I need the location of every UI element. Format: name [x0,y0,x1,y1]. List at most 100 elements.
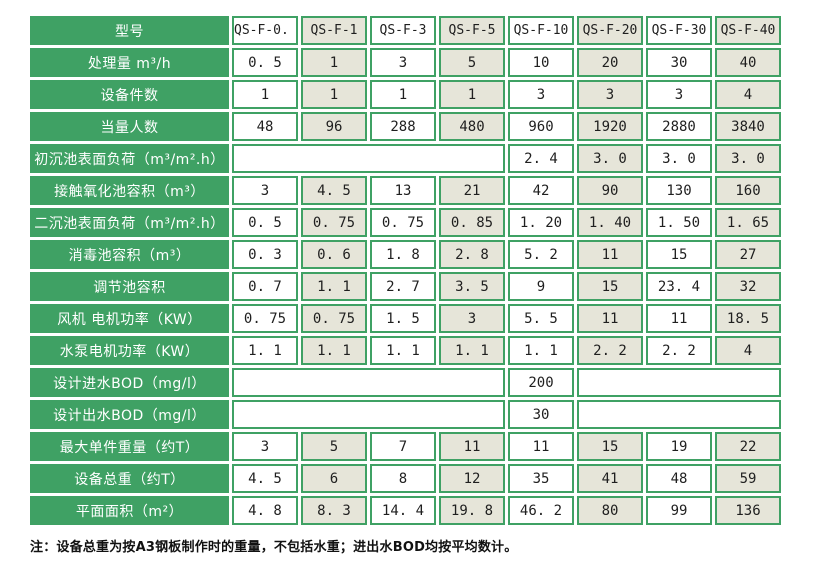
value-cell: 2. 2 [646,336,712,365]
value-cell: 99 [646,496,712,525]
value-cell: 15 [646,240,712,269]
model-header-cell: QS-F-3 [370,16,436,45]
value-cell: 80 [577,496,643,525]
footnote: 注：设备总重为按A3钢板制作时的重量，不包括水重；进出水BOD均按平均数计。 [30,540,518,555]
value-cell: 2880 [646,112,712,141]
table-row: 处理量 m³/h 0. 5 1 3 5 10 20 30 40 [30,48,781,77]
row-label-cell: 设备件数 [30,80,229,109]
value-cell: 3 [232,176,298,205]
value-cell: 30 [646,48,712,77]
table-row: 风机 电机功率（KW） 0. 75 0. 75 1. 5 3 5. 5 11 11 18. 5 [30,304,781,333]
row-label-cell: 设计出水BOD（mg/l） [30,400,229,429]
value-cell: 3 [370,48,436,77]
value-cell: 21 [439,176,505,205]
value-cell: 0. 75 [301,208,367,237]
value-cell: 3 [577,80,643,109]
value-cell: 480 [439,112,505,141]
table-row: 设计出水BOD（mg/l） 30 [30,400,781,429]
value-cell: 3. 5 [439,272,505,301]
table-row: 当量人数 48 96 288 480 960 1920 2880 3840 [30,112,781,141]
value-cell: 12 [439,464,505,493]
value-cell: 1. 8 [370,240,436,269]
value-cell: 3 [439,304,505,333]
value-cell: 1 [439,80,505,109]
model-header-cell: QS-F-10 [508,16,574,45]
value-cell: 288 [370,112,436,141]
table-row: 初沉池表面负荷（m³/m².h） 2. 4 3. 0 3. 0 3. 0 [30,144,781,173]
table-row: 设计进水BOD（mg/l） 200 [30,368,781,397]
table-row: 消毒池容积（m³） 0. 3 0. 6 1. 8 2. 8 5. 2 11 15 27 [30,240,781,269]
value-cell: 3. 0 [646,144,712,173]
empty-cell [232,368,505,397]
row-label-cell: 处理量 m³/h [30,48,229,77]
row-label-cell: 平面面积（m²） [30,496,229,525]
model-header-cell: QS-F-20 [577,16,643,45]
value-cell: 5. 5 [508,304,574,333]
value-cell: 1. 65 [715,208,781,237]
value-cell: 0. 75 [232,304,298,333]
value-cell: 1 [232,80,298,109]
value-cell: 13 [370,176,436,205]
value-cell: 0. 5 [232,208,298,237]
value-cell: 96 [301,112,367,141]
value-cell: 136 [715,496,781,525]
value-cell: 19. 8 [439,496,505,525]
table-row: 平面面积（m²） 4. 8 8. 3 14. 4 19. 8 46. 2 80 99 136 [30,496,781,525]
value-cell: 32 [715,272,781,301]
value-cell: 1. 1 [232,336,298,365]
row-label-cell: 最大单件重量（约T） [30,432,229,461]
value-cell: 19 [646,432,712,461]
value-cell: 1. 1 [370,336,436,365]
empty-cell [577,368,781,397]
value-cell: 3 [646,80,712,109]
value-cell: 1. 5 [370,304,436,333]
value-cell: 41 [577,464,643,493]
value-cell: 30 [508,400,574,429]
value-cell: 23. 4 [646,272,712,301]
value-cell: 35 [508,464,574,493]
value-cell: 5. 2 [508,240,574,269]
value-cell: 1. 50 [646,208,712,237]
table-row: 设备件数 1 1 1 1 3 3 3 4 [30,80,781,109]
value-cell: 59 [715,464,781,493]
value-cell: 14. 4 [370,496,436,525]
value-cell: 1. 1 [508,336,574,365]
model-header-cell: QS-F-0. 5 [232,16,298,45]
row-label-cell: 二沉池表面负荷（m³/m².h） [30,208,229,237]
model-header-cell: QS-F-1 [301,16,367,45]
table-row: 接触氧化池容积（m³） 3 4. 5 13 21 42 90 130 160 [30,176,781,205]
value-cell: 48 [646,464,712,493]
spec-table: 型号 QS-F-0. 5 QS-F-1 QS-F-3 QS-F-5 QS-F-10 QS-F… [27,13,784,528]
value-cell: 8. 3 [301,496,367,525]
value-cell: 0. 7 [232,272,298,301]
value-cell: 18. 5 [715,304,781,333]
value-cell: 4. 5 [232,464,298,493]
row-label-cell: 初沉池表面负荷（m³/m².h） [30,144,229,173]
value-cell: 1 [301,80,367,109]
value-cell: 90 [577,176,643,205]
value-cell: 2. 8 [439,240,505,269]
table-row: 调节池容积 0. 7 1. 1 2. 7 3. 5 9 15 23. 4 32 [30,272,781,301]
value-cell: 5 [301,432,367,461]
value-cell: 1. 1 [301,336,367,365]
row-label-cell: 设计进水BOD（mg/l） [30,368,229,397]
value-cell: 0. 3 [232,240,298,269]
value-cell: 11 [577,240,643,269]
value-cell: 1. 40 [577,208,643,237]
value-cell: 4. 8 [232,496,298,525]
value-cell: 10 [508,48,574,77]
value-cell: 11 [646,304,712,333]
value-cell: 48 [232,112,298,141]
value-cell: 40 [715,48,781,77]
value-cell: 4 [715,336,781,365]
value-cell: 46. 2 [508,496,574,525]
value-cell: 15 [577,432,643,461]
value-cell: 3 [232,432,298,461]
row-label-cell: 当量人数 [30,112,229,141]
empty-cell [232,400,505,429]
value-cell: 130 [646,176,712,205]
value-cell: 1. 1 [301,272,367,301]
value-cell: 11 [508,432,574,461]
value-cell: 1 [301,48,367,77]
